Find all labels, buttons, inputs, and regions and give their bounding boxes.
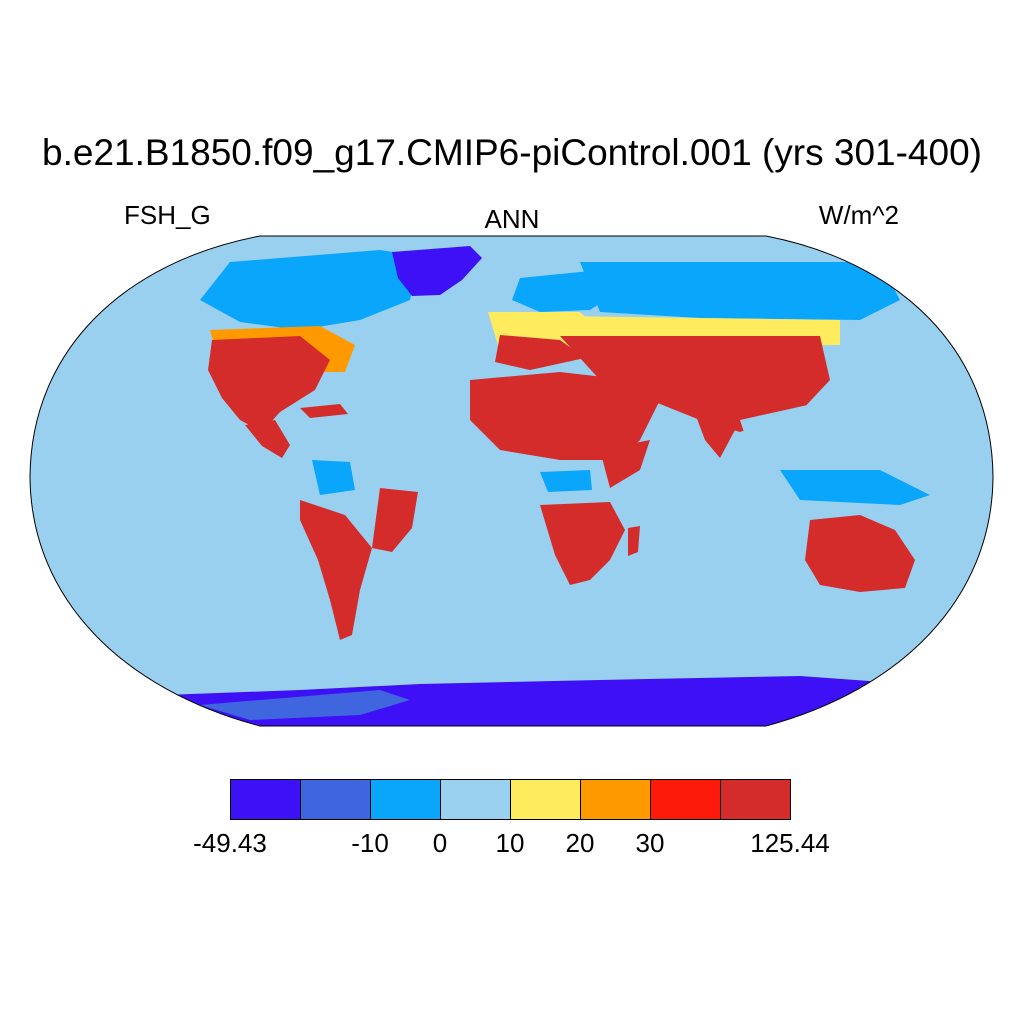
- plot-title: b.e21.B1850.f09_g17.CMIP6-piControl.001 …: [42, 132, 982, 173]
- caribbean: [300, 404, 348, 418]
- colorbar-tick-label: 30: [635, 828, 665, 858]
- season-label: ANN: [484, 204, 540, 234]
- colorbar-swatch: [301, 780, 371, 819]
- new-zealand: [920, 575, 948, 610]
- colorbar-swatch: [721, 780, 790, 819]
- antarctic-peninsula: [200, 690, 410, 720]
- asia-north: [580, 262, 900, 320]
- colorbar-swatch: [231, 780, 301, 819]
- africa-horn: [600, 440, 650, 488]
- madagascar: [628, 526, 640, 556]
- greenland: [392, 246, 482, 296]
- variable-name: FSH_G: [124, 200, 211, 230]
- south-america-south: [300, 500, 372, 640]
- africa-south: [540, 502, 625, 585]
- antarctica: [30, 676, 993, 726]
- colorbar-tick-label: 10: [495, 828, 525, 858]
- colorbar-tick-label: 0: [432, 828, 448, 858]
- colorbar-tick-label: -10: [351, 828, 389, 858]
- southeast-asia: [740, 400, 832, 460]
- north-america-main: [208, 336, 330, 432]
- africa-central-blue: [540, 470, 592, 492]
- central-america: [245, 420, 290, 458]
- colorbar-swatch: [651, 780, 721, 819]
- colorbar-swatch: [581, 780, 651, 819]
- colorbar-swatch: [371, 780, 441, 819]
- asia-middle: [560, 336, 830, 432]
- colorbar-swatch: [511, 780, 581, 819]
- north-america-arctic: [200, 250, 420, 330]
- maritime-continent: [780, 470, 930, 505]
- mediterranean-land: [495, 335, 585, 370]
- india: [690, 396, 740, 458]
- units-label: W/m^2: [818, 200, 899, 230]
- australia: [805, 515, 915, 592]
- colorbar-tick-label: 125.44: [750, 828, 830, 858]
- south-america-amazon: [312, 460, 355, 495]
- colorbar-swatch: [441, 780, 511, 819]
- africa-north: [470, 372, 660, 460]
- map-boundary: [29, 235, 994, 727]
- south-america-east: [372, 488, 418, 552]
- colorbar-tick-label: -49.43: [193, 828, 267, 858]
- colorbar-tick-label: 20: [565, 828, 595, 858]
- colorbar: [230, 779, 791, 820]
